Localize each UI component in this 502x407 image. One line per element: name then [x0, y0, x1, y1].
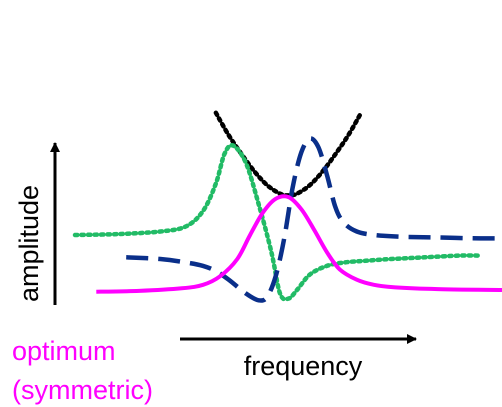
annotation-line-1: optimum: [12, 336, 116, 366]
series-line-dashed-2: [126, 136, 502, 303]
annotation-line-2: (symmetric): [12, 375, 153, 405]
x-axis-label: frequency: [244, 351, 363, 381]
series-line-dotted-0: [213, 110, 364, 198]
y-axis-label: amplitude: [14, 185, 44, 302]
series-layer: [72, 110, 502, 303]
series-line-solid-3: [96, 194, 502, 294]
